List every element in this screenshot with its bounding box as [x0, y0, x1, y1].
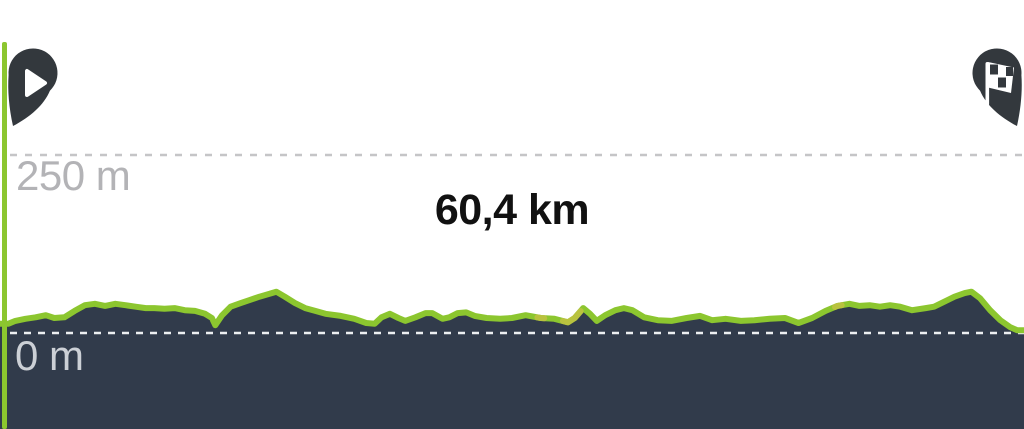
elevation-profile-line — [0, 288, 1024, 334]
y-axis-label-250m: 250 m — [16, 152, 131, 199]
steep-segment — [832, 302, 845, 310]
steep-segment — [534, 314, 548, 322]
y-axis-label-0m: 0 m — [15, 332, 84, 379]
total-distance-label: 60,4 km — [434, 186, 590, 234]
start-position-line — [2, 42, 7, 429]
start-marker — [8, 48, 58, 126]
play-icon — [25, 69, 47, 97]
steep-segment — [559, 308, 584, 326]
checkered-flag-icon — [985, 62, 1014, 106]
finish-marker — [972, 48, 1022, 127]
steep-gradient-segments — [534, 302, 845, 326]
elevation-area-fill — [0, 291, 1024, 429]
